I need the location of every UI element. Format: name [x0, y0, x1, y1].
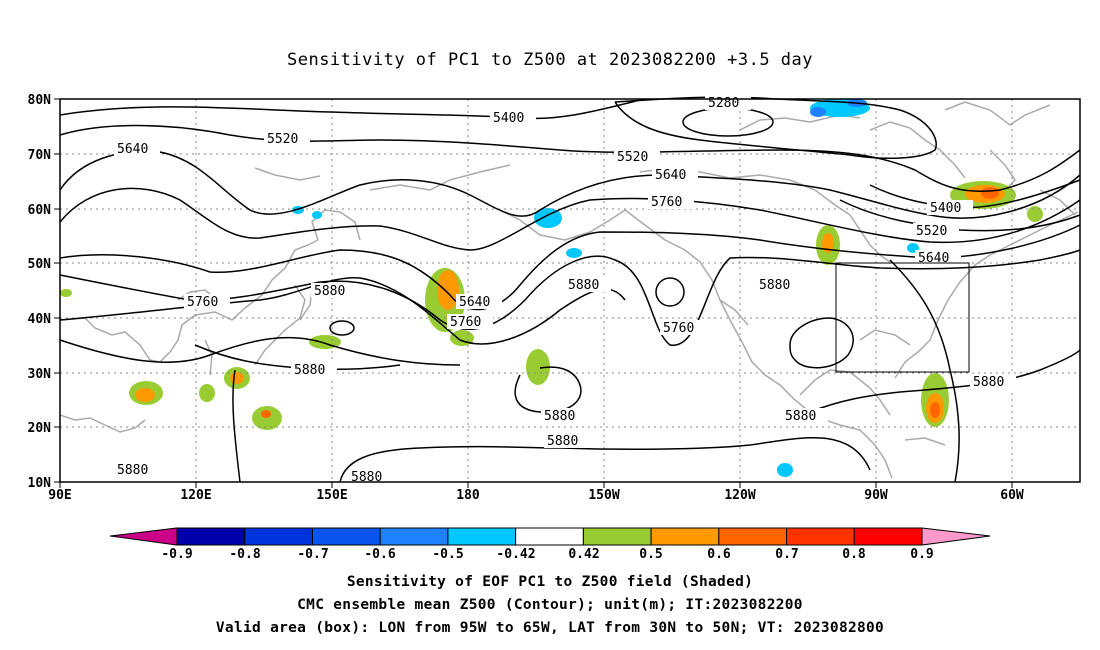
contour-label: 5880	[117, 463, 148, 478]
contour-label: 5880	[294, 363, 325, 378]
contour-label: 5640	[918, 251, 949, 266]
lat-label: 20N	[28, 421, 52, 436]
lat-label: 30N	[28, 367, 52, 382]
colorbar-labels: -0.9 -0.8 -0.7 -0.6 -0.5 -0.42 0.42 0.5 …	[161, 547, 933, 562]
lat-label: 40N	[28, 312, 52, 327]
contour-label: 5760	[187, 295, 218, 310]
lat-label: 50N	[28, 257, 52, 272]
colorbar-cell	[718, 527, 788, 546]
contour-label: 5880	[547, 434, 578, 449]
axis-ticks	[54, 98, 1013, 488]
contour-label: 5760	[651, 195, 682, 210]
lon-label: 90E	[48, 488, 71, 503]
lon-axis-labels: 90E 120E 150E 180 150W 120W 90W 60W	[48, 488, 1024, 503]
contour-label: 5640	[655, 168, 686, 183]
lon-label: 90W	[864, 488, 888, 503]
colorbar-below-triangle	[109, 527, 178, 546]
lon-label: 180	[456, 488, 480, 503]
contour-labels: 5280 5400 5520 5640 5760 5880 5520 5640 …	[114, 95, 1016, 485]
contour-label: 5880	[314, 284, 345, 299]
contour-label: 5880	[973, 375, 1004, 390]
lon-label: 120W	[724, 488, 755, 503]
chart-title: Sensitivity of PC1 to Z500 at 2023082200…	[286, 50, 813, 70]
contour-label: 5640	[459, 295, 490, 310]
colorbar-label: 0.5	[639, 547, 662, 562]
colorbar-cell	[176, 527, 246, 546]
colorbar-cell	[447, 527, 517, 546]
colorbar-cells	[176, 527, 923, 546]
colorbar-label: -0.5	[432, 547, 463, 562]
lon-label: 150E	[316, 488, 347, 503]
contour-label: 5880	[759, 278, 790, 293]
colorbar-cell	[311, 527, 381, 546]
colorbar-label: 0.42	[568, 547, 599, 562]
colorbar: -0.9 -0.8 -0.7 -0.6 -0.5 -0.42 0.42 0.5 …	[109, 527, 991, 562]
contour-label: 5880	[568, 278, 599, 293]
contour-label: 5520	[267, 132, 298, 147]
colorbar-above-triangle	[921, 527, 991, 546]
valid-area-box	[835, 262, 970, 373]
contour-label: 5760	[663, 321, 694, 336]
colorbar-label: -0.7	[297, 547, 328, 562]
caption-valid-area: Valid area (box): LON from 95W to 65W, L…	[215, 620, 885, 636]
lat-lon-grid	[60, 99, 1080, 482]
colorbar-cell	[786, 527, 855, 546]
colorbar-cell	[379, 527, 449, 546]
lat-label: 80N	[28, 93, 52, 108]
colorbar-label: 0.9	[910, 547, 933, 562]
lon-label: 120E	[180, 488, 211, 503]
colorbar-label: 0.6	[707, 547, 731, 562]
colorbar-cell	[650, 527, 720, 546]
caption-shading: Sensitivity of EOF PC1 to Z500 field (Sh…	[346, 574, 754, 590]
colorbar-cell	[244, 527, 313, 546]
lon-label: 60W	[1000, 488, 1024, 503]
colorbar-label: -0.6	[364, 547, 395, 562]
lat-axis-labels: 80N 70N 60N 50N 40N 30N 20N 10N	[28, 93, 52, 491]
caption-contour: CMC ensemble mean Z500 (Contour); unit(m…	[297, 597, 803, 613]
contour-label: 5640	[117, 142, 148, 157]
colorbar-label: -0.8	[229, 547, 260, 562]
contour-label: 5760	[450, 315, 481, 330]
contour-label: 5400	[493, 111, 524, 126]
contour-label: 5520	[916, 224, 947, 239]
lon-label: 150W	[588, 488, 619, 503]
contour-label: 5880	[785, 409, 816, 424]
colorbar-label: -0.9	[161, 547, 192, 562]
contour-label: 5880	[544, 409, 575, 424]
contour-label: 5520	[617, 150, 648, 165]
map-frame	[59, 98, 1081, 483]
z500-contours	[59, 96, 1081, 483]
colorbar-cell	[515, 527, 584, 546]
lat-label: 10N	[28, 476, 52, 491]
lat-label: 70N	[28, 148, 52, 163]
lat-label: 60N	[28, 203, 52, 218]
colorbar-label: -0.42	[496, 547, 535, 562]
colorbar-label: 0.7	[775, 547, 798, 562]
contour-label: 5400	[930, 201, 961, 216]
colorbar-cell	[582, 527, 652, 546]
colorbar-label: 0.8	[842, 547, 866, 562]
colorbar-cell	[853, 527, 923, 546]
